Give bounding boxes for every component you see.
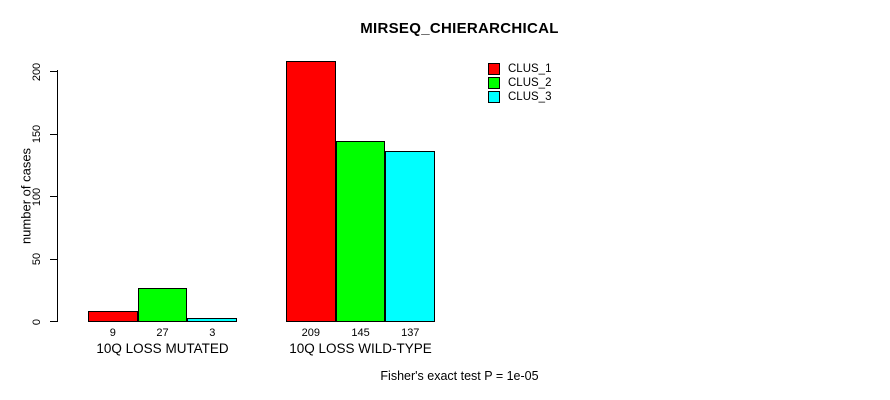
bar-clus_3-group1 bbox=[187, 317, 238, 322]
y-axis-tick bbox=[50, 258, 57, 260]
bar-value-label: 209 bbox=[301, 327, 321, 339]
legend: CLUS_1 CLUS_2 CLUS_3 bbox=[488, 63, 551, 105]
legend-row-clus_2: CLUS_2 bbox=[488, 77, 551, 89]
chart-subtitle: Fisher's exact test P = 1e-05 bbox=[380, 369, 539, 383]
y-axis-tick bbox=[50, 321, 57, 322]
legend-label: CLUS_3 bbox=[508, 91, 552, 103]
bar-value-label: 3 bbox=[209, 327, 216, 339]
bar-clus_1-group2 bbox=[286, 60, 336, 322]
y-axis-tick-label: 50 bbox=[31, 252, 43, 266]
bar-value-label: 137 bbox=[401, 327, 420, 339]
x-category-label: 10Q LOSS MUTATED bbox=[96, 341, 229, 356]
bar-value-label: 27 bbox=[156, 327, 169, 339]
y-axis-line bbox=[57, 70, 58, 322]
bar-value-label: 9 bbox=[109, 327, 116, 339]
legend-row-clus_1: CLUS_1 bbox=[488, 63, 551, 75]
bar-value-label: 145 bbox=[351, 327, 370, 339]
x-category-label: 10Q LOSS WILD-TYPE bbox=[289, 341, 432, 356]
legend-label: CLUS_2 bbox=[508, 77, 552, 89]
bar-clus_3-group2 bbox=[385, 150, 436, 322]
bar-clus_2-group1 bbox=[137, 287, 188, 322]
y-axis-tick-label: 100 bbox=[31, 187, 43, 206]
legend-row-clus_3: CLUS_3 bbox=[488, 91, 551, 103]
y-axis-tick bbox=[50, 196, 57, 197]
bar-clus_1-group1 bbox=[88, 310, 138, 322]
legend-swatch-clus_3 bbox=[488, 91, 500, 103]
chart-title: MIRSEQ_CHIERARCHICAL bbox=[360, 20, 559, 37]
legend-swatch-clus_1 bbox=[488, 63, 500, 75]
y-axis-tick-label: 150 bbox=[31, 124, 43, 144]
y-axis-tick bbox=[50, 133, 57, 135]
legend-swatch-clus_2 bbox=[488, 77, 500, 89]
y-axis-tick-label: 200 bbox=[31, 62, 43, 81]
bar-clus_2-group2 bbox=[335, 140, 386, 322]
y-axis-tick bbox=[50, 71, 57, 72]
legend-label: CLUS_1 bbox=[508, 63, 552, 75]
y-axis-tick-label: 0 bbox=[31, 318, 43, 325]
